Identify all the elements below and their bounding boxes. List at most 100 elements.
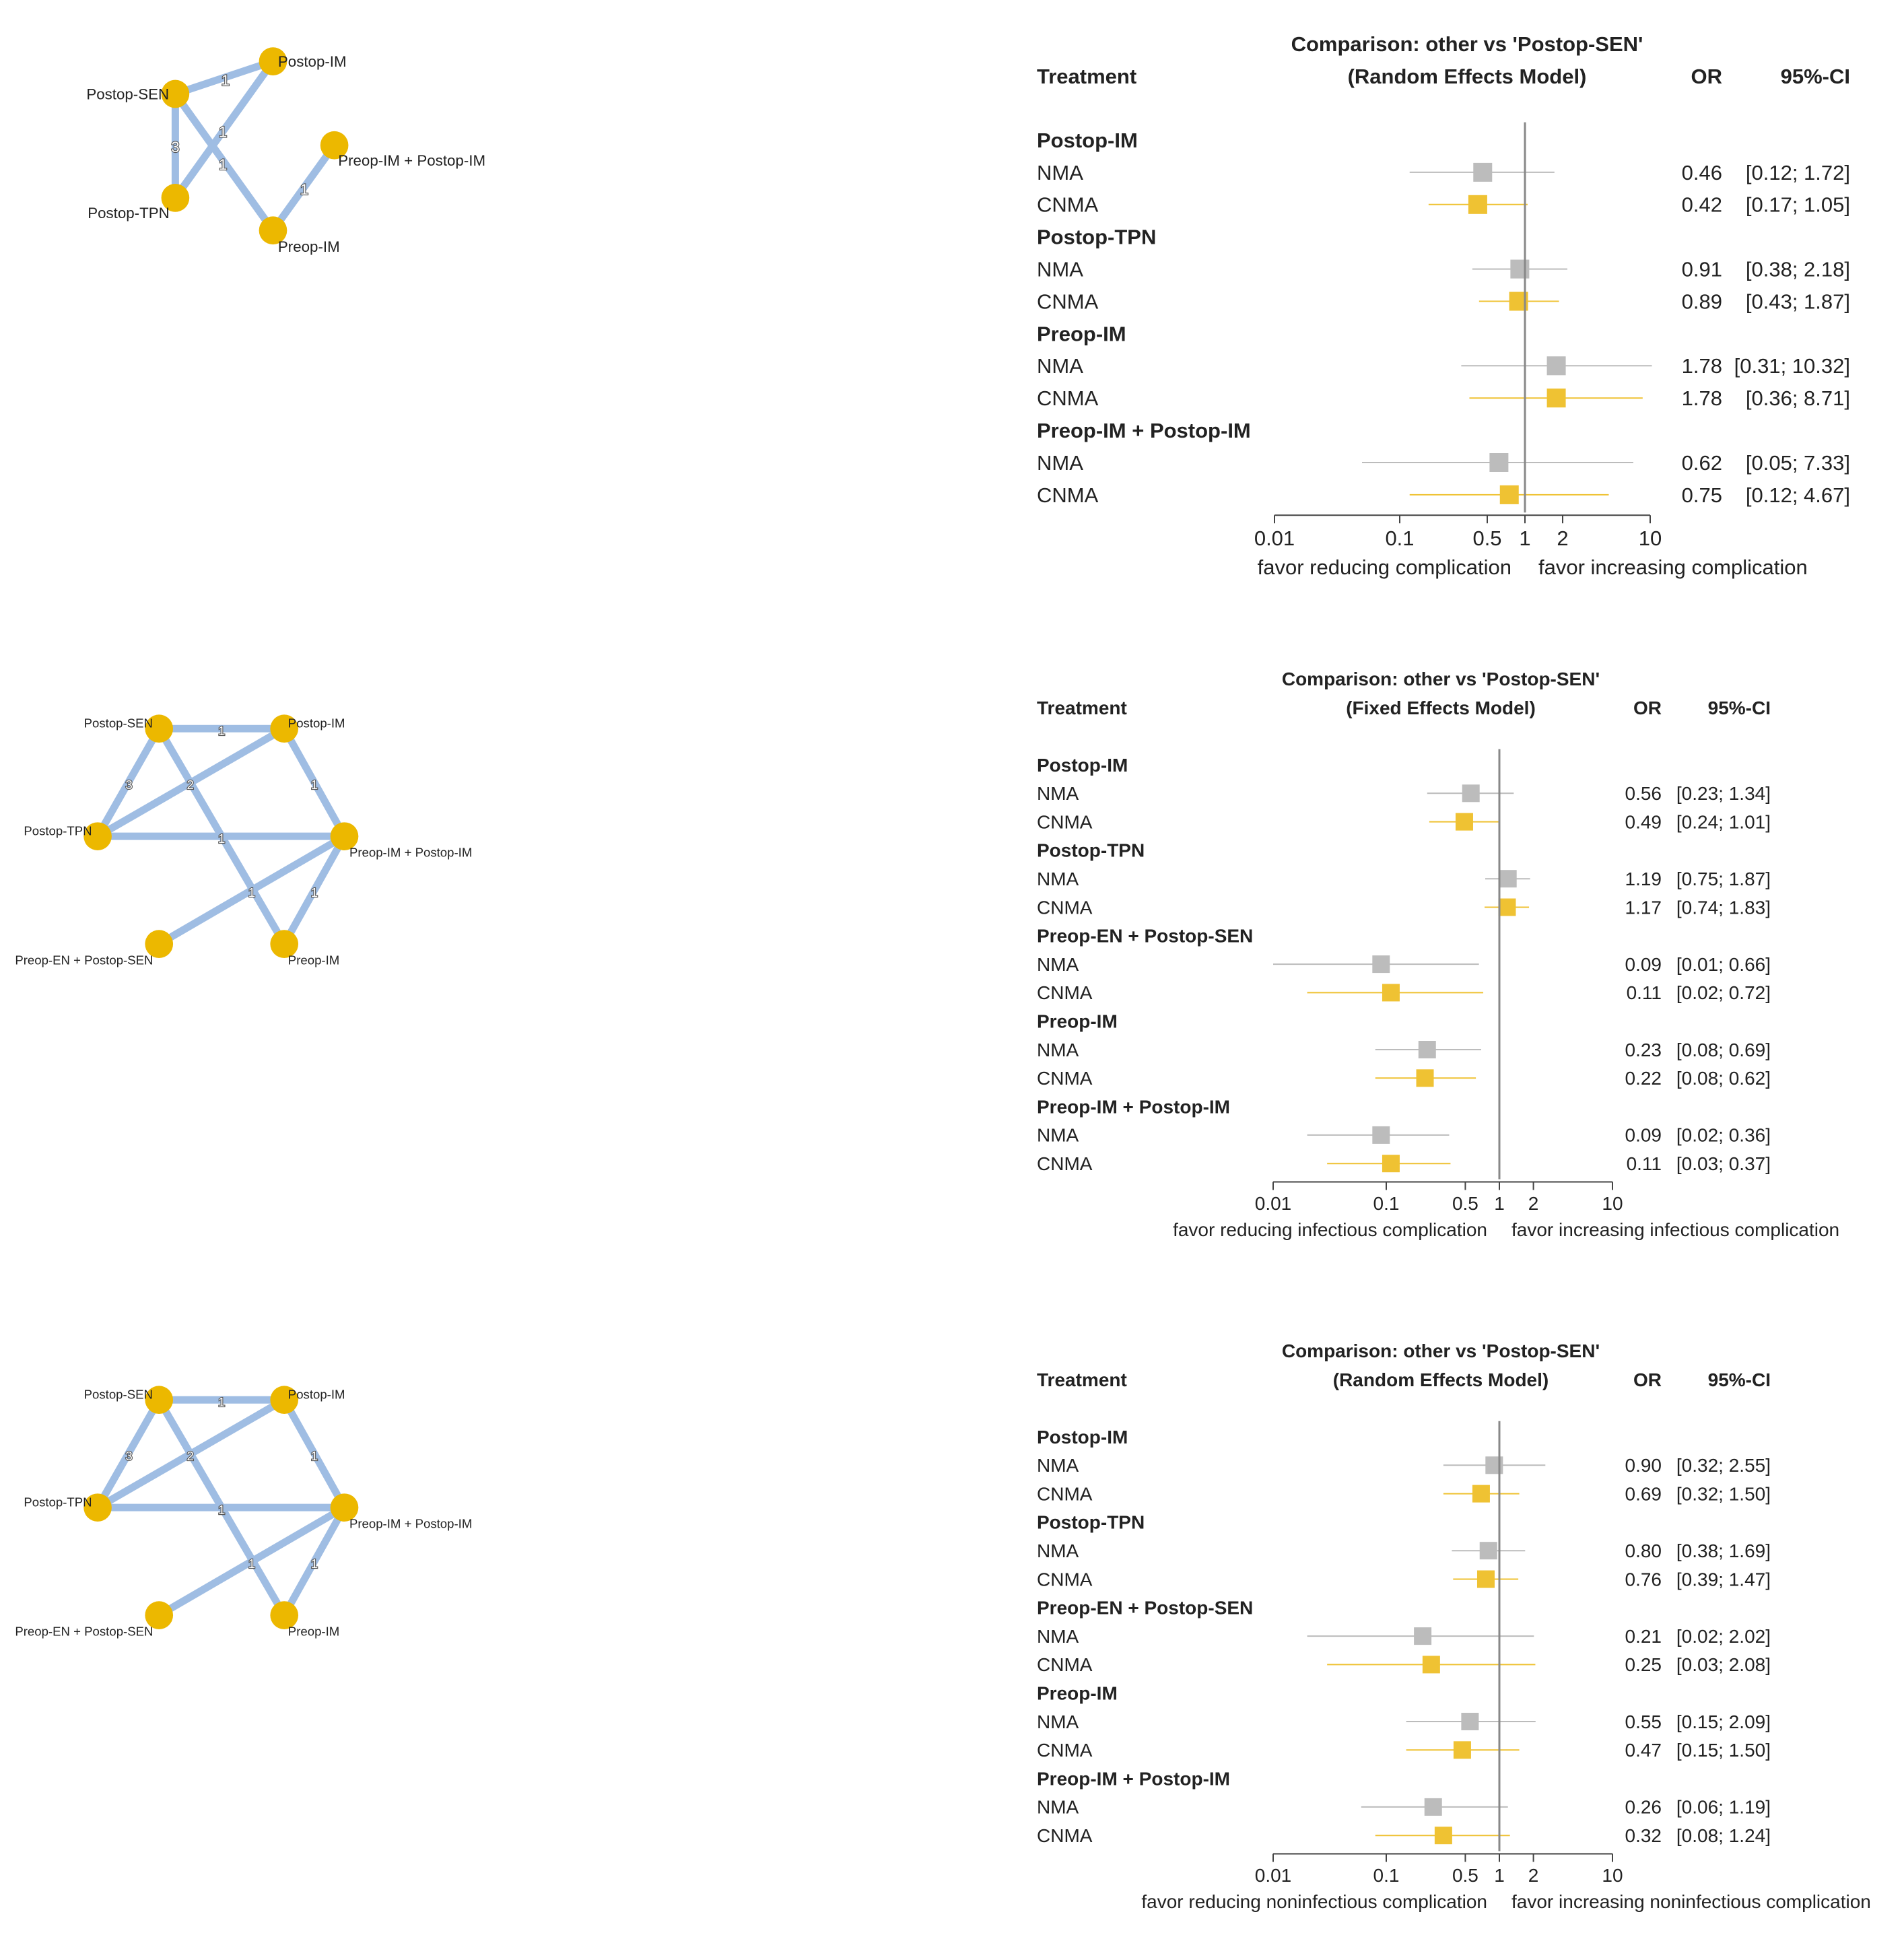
network-node [259, 216, 287, 245]
network-node [270, 1601, 299, 1629]
forest-row-label: CNMA [1037, 483, 1099, 507]
forest-row-label: NMA [1037, 1125, 1079, 1146]
network-node-label: Preop-IM + Postop-IM [349, 845, 472, 859]
forest-row-label: NMA [1037, 954, 1079, 975]
network-edge-label: 3 [125, 778, 132, 792]
forest-x-tick-label: 0.1 [1373, 1865, 1400, 1886]
network-edge [280, 1503, 348, 1619]
network-edge-label: 1 [218, 831, 225, 846]
network-node-label: Postop-TPN [24, 1495, 92, 1509]
network-node [161, 184, 190, 212]
network-edge [171, 90, 277, 234]
network-node-label: Preop-IM [278, 238, 340, 255]
forest-point-estimate [1476, 1570, 1495, 1588]
forest-group-label: Preop-IM [1037, 322, 1126, 345]
network-edge [94, 1396, 163, 1511]
forest-row-label: CNMA [1037, 811, 1093, 832]
forest-or-value: 0.62 [1682, 451, 1722, 475]
forest-or-value: 0.76 [1625, 1569, 1662, 1590]
forest-or-value: 0.69 [1625, 1483, 1662, 1504]
forest-ci-value: [0.08; 0.62] [1676, 1068, 1771, 1089]
network-edge-label: 1 [222, 72, 230, 89]
forest-point-estimate [1461, 1713, 1479, 1730]
network-node-label: Preop-EN + Postop-SEN [15, 953, 153, 967]
forest-point-estimate [1546, 388, 1566, 408]
forest-or-value: 0.55 [1625, 1711, 1662, 1732]
forest-or-value: 0.47 [1625, 1740, 1662, 1761]
forest-group-label: Preop-IM + Postop-IM [1037, 1096, 1230, 1117]
forest-group-label: Postop-IM [1037, 755, 1128, 776]
network-edge [94, 1396, 288, 1511]
forest-ci-value: [0.31; 10.32] [1734, 354, 1850, 378]
forest-row-label: NMA [1037, 1711, 1079, 1732]
forest-point-estimate [1510, 259, 1530, 279]
forest-row-label: CNMA [1037, 1068, 1093, 1089]
forest-x-tick-label: 2 [1557, 526, 1568, 550]
forest-or-value: 0.42 [1682, 193, 1722, 217]
forest-ci-value: [0.74; 1.83] [1676, 897, 1771, 918]
network-edge-label: 3 [171, 139, 179, 156]
forest-row-label: CNMA [1037, 1153, 1093, 1174]
forest-row-label: NMA [1037, 783, 1079, 804]
network-node-label: Postop-IM [288, 716, 345, 730]
forest-title: Comparison: other vs 'Postop-SEN' [1291, 32, 1643, 56]
forest-x-tick-label: 2 [1528, 1193, 1539, 1214]
forest-title: Comparison: other vs 'Postop-SEN' [1282, 669, 1600, 689]
forest-or-value: 0.22 [1625, 1068, 1662, 1089]
forest-or-value: 0.25 [1625, 1654, 1662, 1675]
forest-xlabel-right: favor increasing complication [1538, 555, 1808, 579]
forest-or-value: 1.78 [1682, 354, 1722, 378]
forest-or-value: 0.46 [1682, 161, 1722, 184]
forest-or-value: 0.09 [1625, 954, 1662, 975]
forest-col-or: OR [1633, 698, 1662, 718]
network-edge-label: 1 [311, 778, 318, 792]
forest-point-estimate [1382, 1155, 1400, 1173]
network-node-label: Postop-SEN [86, 86, 169, 102]
network-node-label: Postop-IM [278, 53, 347, 70]
forest-col-treatment: Treatment [1037, 698, 1127, 718]
forest-xlabel-left: favor reducing complication [1258, 555, 1511, 579]
network-edge-label: 2 [187, 1449, 194, 1463]
forest-row-label: CNMA [1037, 290, 1099, 313]
forest-plot-b: Comparison: other vs 'Postop-SEN' (Fixed … [1037, 669, 1839, 1240]
network-a: 1 3 1 1 1 Postop-SEN Postop-IM Postop-TPN Preop-… [86, 47, 485, 255]
forest-point-estimate [1418, 1041, 1436, 1058]
forest-ci-value: [0.03; 2.08] [1676, 1654, 1771, 1675]
network-edge-label: 1 [218, 1503, 225, 1517]
forest-ci-value: [0.02; 0.36] [1676, 1125, 1771, 1146]
forest-or-value: 0.91 [1682, 257, 1722, 281]
forest-or-value: 0.26 [1625, 1797, 1662, 1818]
forest-row-label: CNMA [1037, 897, 1093, 918]
forest-or-value: 0.56 [1625, 783, 1662, 804]
network-edge-label: 1 [248, 1557, 255, 1571]
network-edge [280, 832, 348, 948]
forest-ci-value: [0.08; 1.24] [1676, 1825, 1771, 1846]
forest-group-label: Preop-IM + Postop-IM [1037, 419, 1251, 442]
forest-subtitle: (Random Effects Model) [1333, 1369, 1549, 1390]
forest-point-estimate [1372, 1126, 1390, 1144]
forest-point-estimate [1479, 1542, 1497, 1560]
forest-x-tick-label: 2 [1528, 1865, 1539, 1886]
forest-x-tick-label: 0.1 [1385, 526, 1414, 550]
forest-point-estimate [1455, 813, 1473, 831]
forest-or-value: 0.21 [1625, 1626, 1662, 1647]
network-edge-label: 1 [311, 1449, 318, 1463]
network-edge-label: 1 [218, 724, 225, 738]
forest-point-estimate [1422, 1656, 1440, 1674]
forest-col-ci: 95%-CI [1781, 65, 1850, 88]
forest-group-label: Preop-EN + Postop-SEN [1037, 926, 1253, 947]
forest-col-ci: 95%-CI [1708, 1369, 1771, 1390]
network-edge-label: 1 [218, 1503, 225, 1517]
forest-plot-a: Comparison: other vs 'Postop-SEN' (Random… [1037, 32, 1850, 579]
forest-group-label: Preop-EN + Postop-SEN [1037, 1598, 1253, 1619]
forest-col-or: OR [1633, 1369, 1662, 1390]
forest-subtitle: (Random Effects Model) [1348, 65, 1587, 88]
forest-ci-value: [0.08; 0.69] [1676, 1040, 1771, 1060]
forest-x-tick-label: 10 [1602, 1865, 1623, 1886]
forest-row-label: NMA [1037, 161, 1083, 184]
forest-xlabel-left: favor reducing noninfectious complicatio… [1141, 1891, 1487, 1912]
network-edge-label: 1 [300, 181, 308, 198]
forest-x-tick-label: 0.01 [1255, 1865, 1292, 1886]
forest-ci-value: [0.12; 4.67] [1746, 483, 1850, 507]
